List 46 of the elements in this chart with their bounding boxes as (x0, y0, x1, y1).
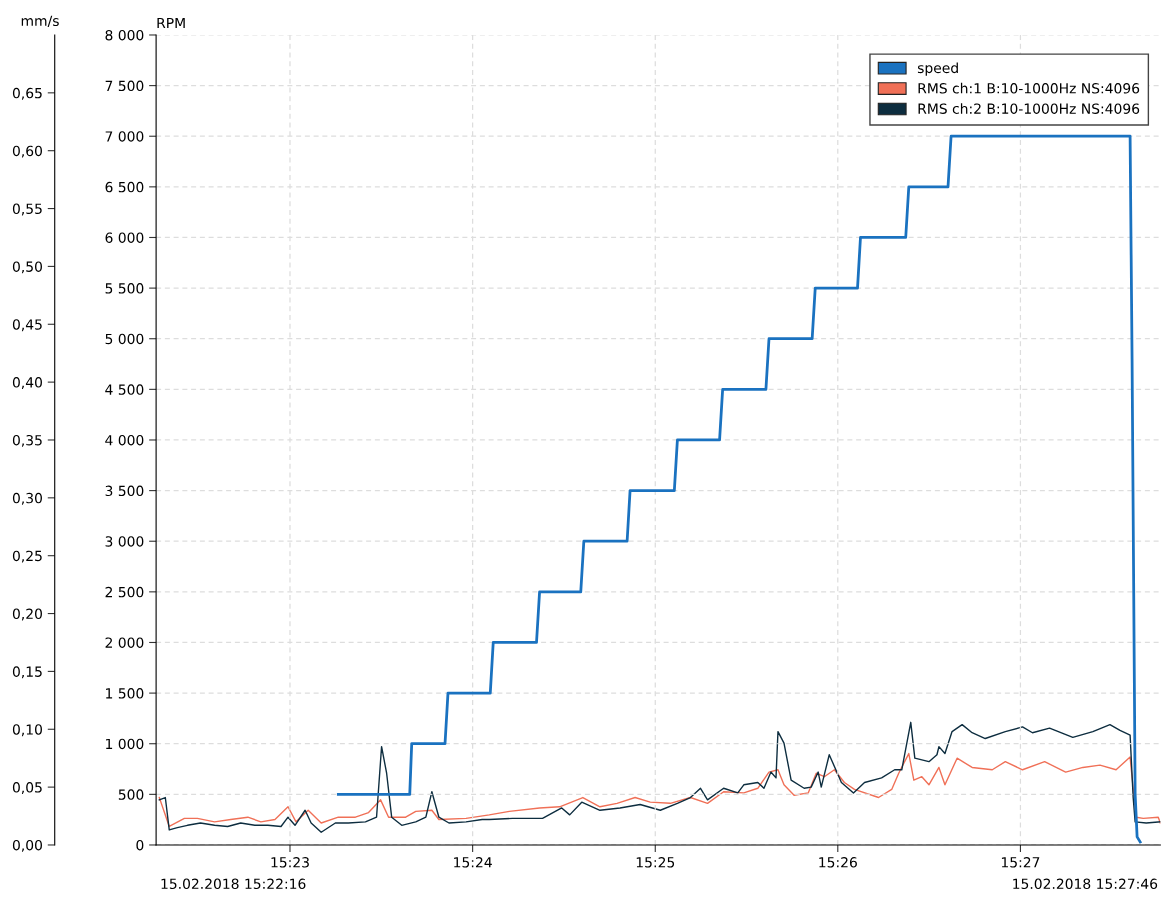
x-tick-label: 15:23 (271, 857, 309, 868)
y-tick-label: 5 000 (105, 333, 144, 345)
y2-tick-label: 0,35 (12, 434, 42, 447)
x-tick-label: 15:27 (1001, 857, 1040, 868)
y-tick-label: 2 000 (105, 637, 144, 648)
y2-tick-label: 0,30 (12, 492, 42, 505)
y-tick-label: 8 000 (105, 29, 144, 41)
y-tick-label: 3 000 (105, 536, 144, 547)
y2-tick-label: 0,50 (12, 261, 42, 274)
y2-axis-title: mm/s (21, 15, 59, 28)
x-tick-label: 15:25 (636, 857, 675, 868)
x-tick-label: 15:24 (454, 857, 492, 868)
y2-tick-label: 0,55 (12, 203, 42, 216)
text: 15.02.2018 15:27:46 (1013, 878, 1158, 890)
y2-tick-label: 0,60 (12, 145, 42, 158)
y-tick-label: 6 000 (105, 232, 144, 243)
x-tick-label: 15:26 (819, 857, 857, 868)
y-tick-label: 1 000 (106, 738, 144, 750)
y-tick-label: 7 000 (105, 131, 144, 142)
y2-tick-label: 0,05 (12, 782, 42, 795)
y-tick-label: 5 500 (105, 283, 144, 294)
legend-label: speed (917, 62, 958, 76)
y-tick-label: 6 500 (105, 181, 144, 193)
y-tick-label: 3 500 (105, 485, 144, 497)
y2-tick-label: 0,40 (12, 377, 42, 390)
y-tick-label: 1 500 (106, 688, 144, 699)
y-tick-label: 7 500 (105, 80, 144, 92)
line-series (158, 721, 1161, 833)
y2-tick-label: 0,25 (12, 550, 42, 563)
y-tick-label: 0 (136, 839, 144, 851)
legend-label: RMS ch:2 B:10-1000Hz NS:4096 (918, 103, 1140, 114)
y-tick-label: 4 000 (105, 434, 144, 446)
y-tick-label: 2 500 (105, 586, 144, 598)
line-series (336, 134, 1142, 844)
y2-tick-label: 0,65 (12, 87, 42, 100)
y2-tick-label: 0,10 (12, 724, 42, 737)
legend-label: RMS ch:1 B:10-1000Hz NS:4096 (918, 82, 1140, 94)
y-tick-label: 500 (118, 789, 144, 800)
y2-tick-label: 0,45 (12, 319, 42, 332)
y2-tick-label: 0,20 (12, 608, 42, 621)
line-series (158, 752, 1161, 828)
y-axis-title: RPM (157, 17, 185, 29)
y2-tick-label: 0,00 (12, 839, 42, 852)
text: 15.02.2018 15:22:16 (161, 878, 306, 890)
y-tick-label: 4 500 (105, 384, 144, 395)
y2-tick-label: 0,15 (12, 666, 42, 679)
